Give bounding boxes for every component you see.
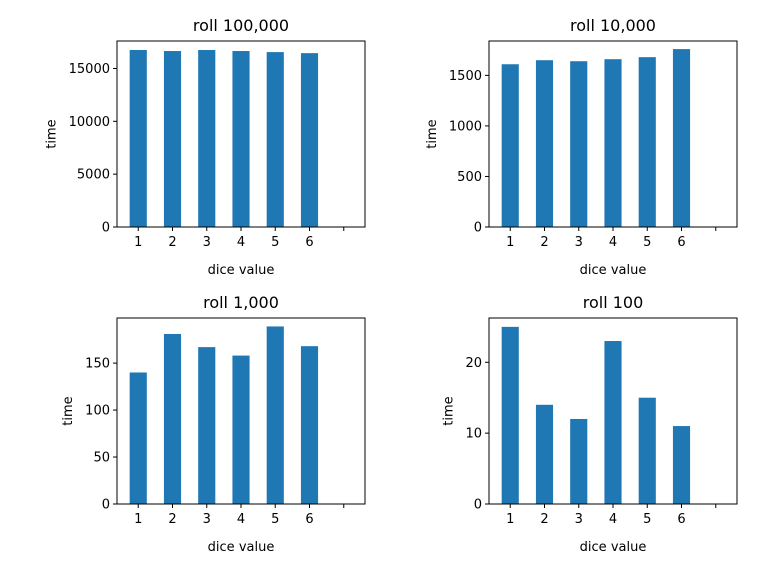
bar-3 [198, 347, 216, 504]
x-tick-label: 3 [203, 235, 211, 250]
subplot-title: roll 100,000 [193, 16, 289, 35]
x-tick-label: 5 [271, 512, 279, 527]
y-tick-label: 0 [102, 221, 110, 236]
bar-4 [232, 355, 250, 504]
y-tick-label: 15000 [69, 62, 110, 77]
subplot-title: roll 100 [583, 293, 644, 312]
y-tick-label: 1500 [449, 69, 482, 84]
x-tick-label: 1 [134, 512, 142, 527]
x-axis-label: dice value [580, 263, 647, 278]
x-tick-label: 2 [540, 512, 548, 527]
x-tick-label: 3 [203, 512, 211, 527]
x-tick-label: 3 [575, 512, 583, 527]
x-axis-label: dice value [208, 263, 275, 278]
subplot-3: 1 2 3 4 5 6 0 50 100 150 roll 1,000 dice value time [61, 293, 366, 555]
bar-5 [638, 397, 656, 504]
bar-5 [266, 326, 284, 504]
bar-5 [638, 57, 656, 227]
x-tick-label: 1 [506, 235, 514, 250]
y-tick-label: 100 [85, 404, 110, 419]
y-tick-label: 10 [465, 427, 482, 442]
subplot-title: roll 1,000 [203, 293, 279, 312]
bar-5 [266, 52, 284, 227]
bar-3 [570, 418, 588, 504]
y-axis-label: time [425, 119, 440, 148]
x-tick-label: 4 [237, 235, 245, 250]
x-tick-label: 6 [677, 512, 685, 527]
y-axis-label: time [441, 396, 456, 425]
bar-3 [198, 49, 216, 228]
bar-2 [535, 404, 554, 504]
x-tick-label: 3 [575, 235, 583, 250]
x-tick-label: 2 [168, 512, 176, 527]
bar-3 [570, 61, 588, 227]
subplot-title: roll 10,000 [570, 16, 656, 35]
y-tick-label: 0 [102, 498, 110, 513]
bar-4 [604, 341, 622, 504]
bar-4 [232, 51, 250, 227]
y-tick-label: 0 [474, 498, 482, 513]
y-tick-label: 1000 [449, 119, 482, 134]
bar-2 [163, 333, 182, 504]
y-tick-label: 150 [85, 357, 110, 372]
bar-1 [501, 64, 519, 227]
y-axis-label: time [45, 119, 60, 148]
x-tick-label: 6 [305, 512, 313, 527]
bar-1 [129, 372, 147, 504]
x-axis-label: dice value [208, 540, 275, 555]
x-tick-label: 5 [271, 235, 279, 250]
x-axis-label: dice value [580, 540, 647, 555]
x-tick-label: 4 [609, 235, 617, 250]
subplot-4: 1 2 3 4 5 6 0 10 20 roll 100 dice value time [441, 293, 738, 555]
x-tick-label: 2 [540, 235, 548, 250]
x-tick-label: 4 [237, 512, 245, 527]
subplot-1: 1 2 3 4 5 6 0 5000 10000 15000 roll 100,000 dice va… [45, 16, 366, 278]
y-tick-label: 20 [465, 356, 482, 371]
x-tick-label: 1 [506, 512, 514, 527]
x-tick-label: 6 [305, 235, 313, 250]
bar-4 [604, 59, 622, 228]
x-tick-label: 1 [134, 235, 142, 250]
y-tick-label: 0 [474, 221, 482, 236]
bar-6 [300, 346, 319, 504]
y-tick-label: 10000 [69, 115, 110, 130]
x-tick-label: 5 [643, 235, 651, 250]
x-tick-label: 5 [643, 512, 651, 527]
bar-1 [129, 49, 147, 228]
y-tick-label: 5000 [77, 168, 110, 183]
bar-6 [672, 426, 691, 504]
bar-2 [535, 60, 554, 228]
y-tick-label: 500 [457, 170, 482, 185]
x-tick-label: 4 [609, 512, 617, 527]
bar-2 [163, 51, 182, 227]
subplot-2: 1 2 3 4 5 6 0 500 1000 1500 roll 10,000 dice value t… [425, 16, 738, 278]
bar-6 [672, 49, 691, 228]
bar-6 [300, 53, 319, 228]
x-tick-label: 6 [677, 235, 685, 250]
y-tick-label: 50 [93, 451, 110, 466]
x-tick-label: 2 [168, 235, 176, 250]
y-axis-label: time [61, 396, 76, 425]
bar-1 [501, 326, 519, 504]
